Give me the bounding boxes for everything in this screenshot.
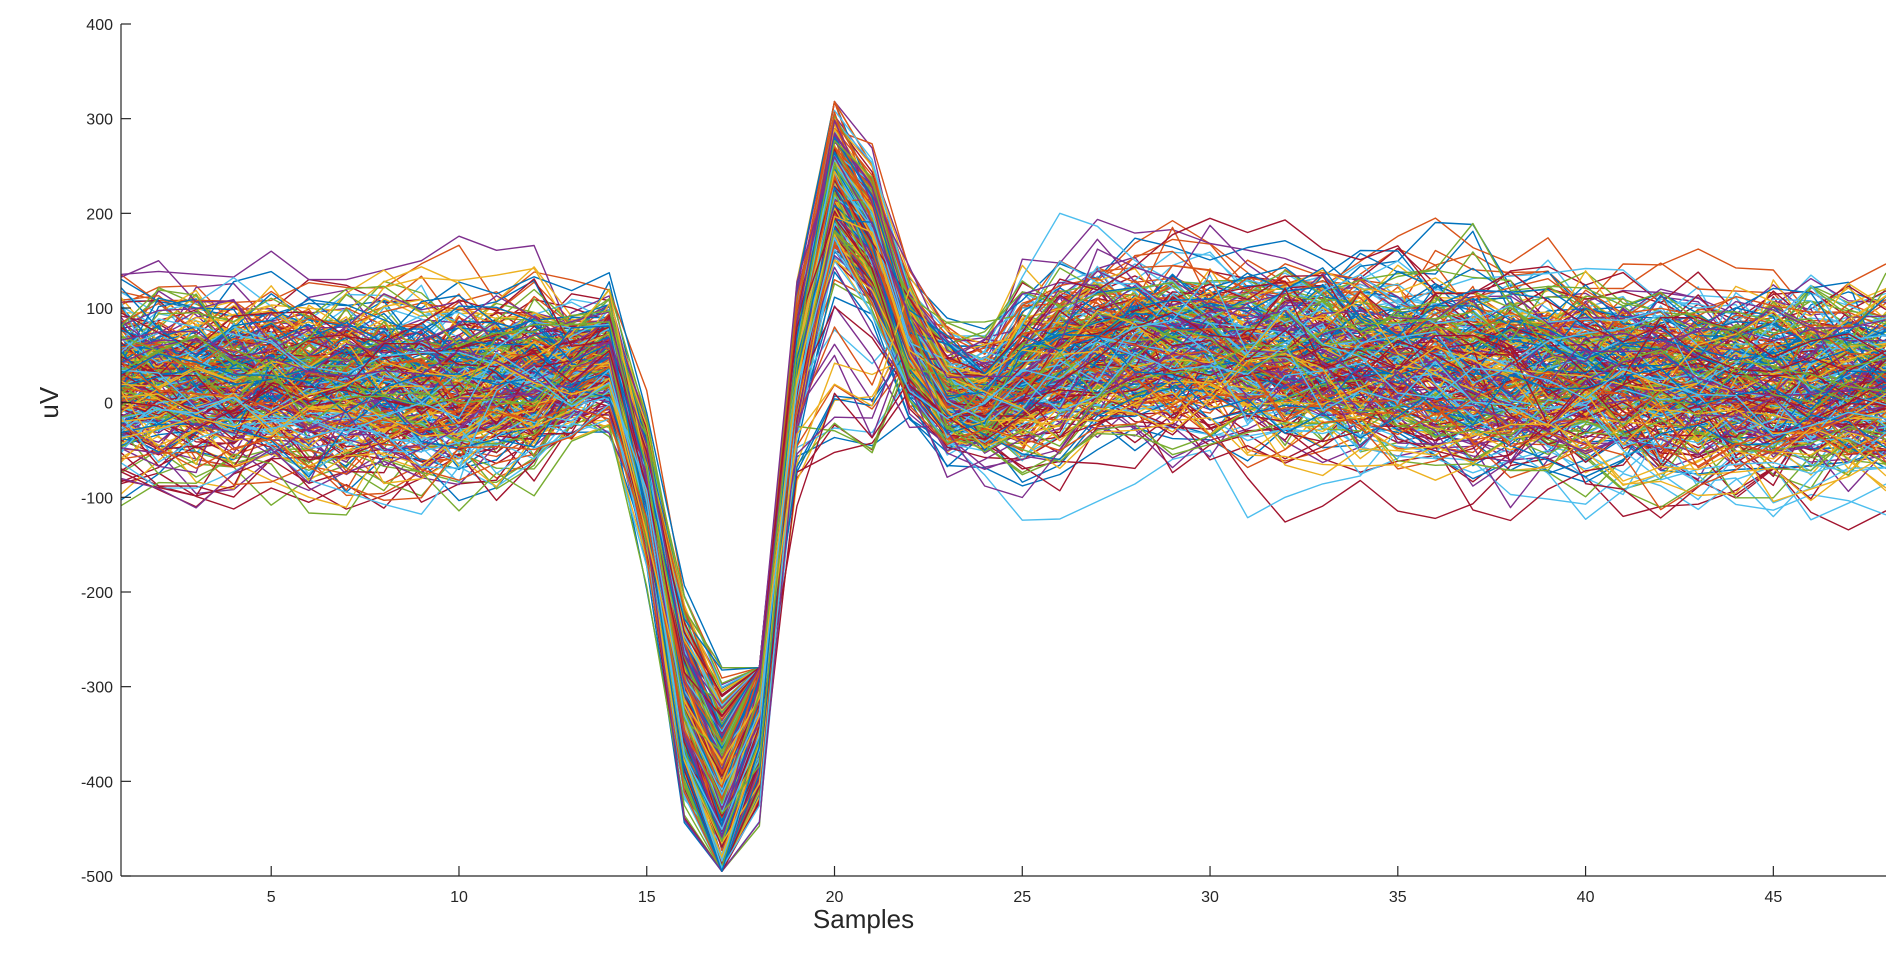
waveform-trace: [120, 169, 1886, 871]
tick-labels: -500 -400 -300 -200 -100 0 100 200 300 400 5 10 15 20…: [81, 17, 1782, 906]
waveform-trace: [120, 161, 1886, 842]
waveform-trace: [120, 187, 1886, 862]
waveform-trace: [120, 119, 1886, 788]
waveform-trace: [120, 171, 1886, 733]
waveform-trace: [120, 166, 1886, 796]
waveform-trace: [120, 155, 1886, 737]
waveform-trace: [120, 178, 1886, 828]
waveform-trace: [120, 209, 1886, 747]
waveform-trace: [120, 137, 1886, 811]
waveform-trace: [120, 186, 1886, 872]
x-tick-label: 45: [1764, 889, 1782, 906]
waveform-trace: [120, 174, 1886, 872]
y-tick-label: 200: [86, 206, 113, 223]
waveform-trace: [120, 219, 1886, 728]
waveform-trace: [120, 148, 1886, 814]
y-tick-label: 100: [86, 301, 113, 318]
x-tick-label: 30: [1201, 889, 1219, 906]
y-tick-label: 0: [104, 396, 113, 413]
waveform-trace: [120, 175, 1886, 852]
waveform-trace: [120, 209, 1886, 761]
waveform-trace: [120, 238, 1886, 835]
waveform-trace: [120, 177, 1886, 831]
x-tick-label: 20: [826, 889, 844, 906]
waveform-trace: [120, 168, 1886, 872]
waveform-trace: [120, 152, 1886, 872]
waveform-trace: [120, 195, 1886, 740]
waveform-trace: [120, 179, 1886, 872]
waveform-trace: [120, 130, 1886, 806]
y-tick-label: -300: [81, 680, 113, 697]
x-tick-label: 10: [450, 889, 468, 906]
waveform-trace: [120, 129, 1886, 842]
waveform-trace: [120, 132, 1886, 838]
y-tick-label: -100: [81, 490, 113, 507]
waveform-trace: [120, 152, 1886, 845]
y-axis-label: uV: [34, 386, 64, 418]
waveform-trace: [120, 191, 1886, 757]
waveform-trace: [120, 169, 1886, 830]
x-tick-label: 15: [638, 889, 656, 906]
waveform-trace: [120, 163, 1886, 818]
waveform-trace: [120, 151, 1886, 872]
waveform-trace: [120, 280, 1886, 698]
waveform-trace: [120, 217, 1886, 718]
waveform-trace: [120, 236, 1886, 796]
waveform-trace: [120, 119, 1886, 832]
y-tick-label: -200: [81, 585, 113, 602]
waveform-trace: [120, 191, 1886, 811]
y-tick-label: -400: [81, 774, 113, 791]
waveform-trace: [120, 154, 1886, 786]
waveform-trace: [120, 170, 1886, 858]
waveform-trace: [120, 207, 1886, 786]
axes: [120, 23, 1886, 877]
waveform-trace: [120, 100, 1886, 872]
x-tick-label: 40: [1577, 889, 1595, 906]
waveform-trace: [120, 199, 1886, 856]
waveform-trace: [120, 147, 1886, 872]
waveform-trace: [120, 202, 1886, 803]
waveform-trace: [120, 176, 1886, 762]
waveform-trace: [120, 140, 1886, 863]
x-tick-label: 5: [267, 889, 276, 906]
x-tick-label: 25: [1013, 889, 1031, 906]
waveform-traces: [120, 100, 1886, 872]
y-tick-label: 400: [86, 17, 113, 34]
waveform-trace: [120, 185, 1886, 872]
waveform-trace: [120, 136, 1886, 872]
waveform-trace: [120, 187, 1886, 867]
waveform-trace: [120, 179, 1886, 696]
x-tick-label: 35: [1389, 889, 1407, 906]
x-axis-label: Samples: [813, 904, 914, 934]
waveform-trace: [120, 146, 1886, 815]
y-tick-label: -500: [81, 869, 113, 886]
waveform-trace: [120, 179, 1886, 825]
waveform-trace: [120, 109, 1886, 846]
waveform-trace: [120, 215, 1886, 872]
waveform-trace: [120, 215, 1886, 763]
waveform-trace: [120, 191, 1886, 815]
waveform-trace: [120, 158, 1886, 746]
waveform-trace: [120, 155, 1886, 831]
y-tick-label: 300: [86, 112, 113, 129]
waveform-trace: [120, 185, 1886, 760]
waveform-trace: [120, 177, 1886, 869]
waveform-trace: [120, 174, 1886, 852]
waveform-trace: [120, 130, 1886, 839]
waveform-trace: [120, 243, 1886, 703]
waveform-trace: [120, 147, 1886, 870]
waveform-trace: [120, 242, 1886, 801]
waveform-trace: [120, 230, 1886, 753]
waveform-trace: [120, 162, 1886, 791]
waveform-trace: [120, 166, 1886, 757]
waveform-trace: [120, 162, 1886, 810]
waveform-trace: [120, 158, 1886, 862]
